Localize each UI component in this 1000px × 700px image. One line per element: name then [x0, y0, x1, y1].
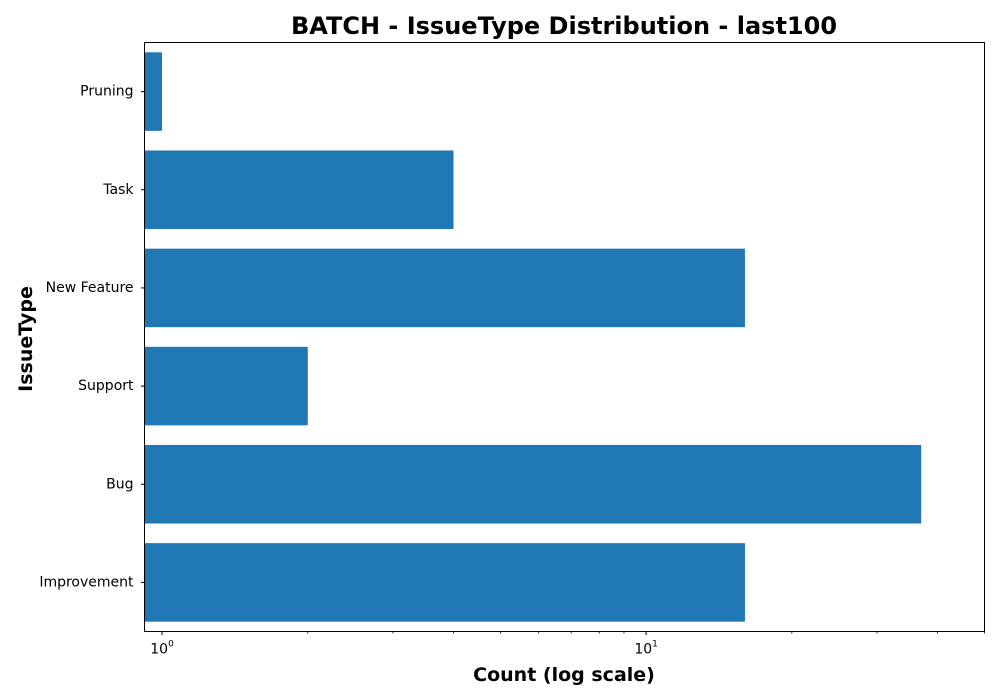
x-axis-label: Count (log scale)	[473, 664, 655, 686]
y-tick-label-new-feature: New Feature	[46, 280, 134, 296]
x-tick-label: 100	[150, 640, 174, 658]
plot-area-frame	[144, 42, 985, 632]
y-tick-label-pruning: Pruning	[80, 84, 133, 100]
chart-title: BATCH - IssueType Distribution - last100	[291, 12, 837, 40]
bar-new-feature	[144, 248, 745, 328]
bar-bug	[144, 444, 922, 524]
y-tick-label-bug: Bug	[106, 476, 133, 492]
y-tick-label-improvement: Improvement	[39, 574, 134, 590]
bar-task	[144, 150, 454, 230]
y-axis-ticks: Pruning Task New Feature Support Bug Improvem…	[39, 84, 145, 590]
x-tick-label: 101	[634, 640, 658, 658]
bar-improvement	[144, 543, 745, 622]
bars-layer	[144, 52, 922, 622]
y-tick-label-task: Task	[102, 182, 134, 198]
y-tick-label-support: Support	[78, 378, 134, 394]
y-axis-label: IssueType	[15, 286, 37, 392]
x-axis-ticks: 100 101	[150, 631, 985, 658]
bar-support	[144, 346, 308, 426]
bar-pruning	[144, 52, 163, 131]
